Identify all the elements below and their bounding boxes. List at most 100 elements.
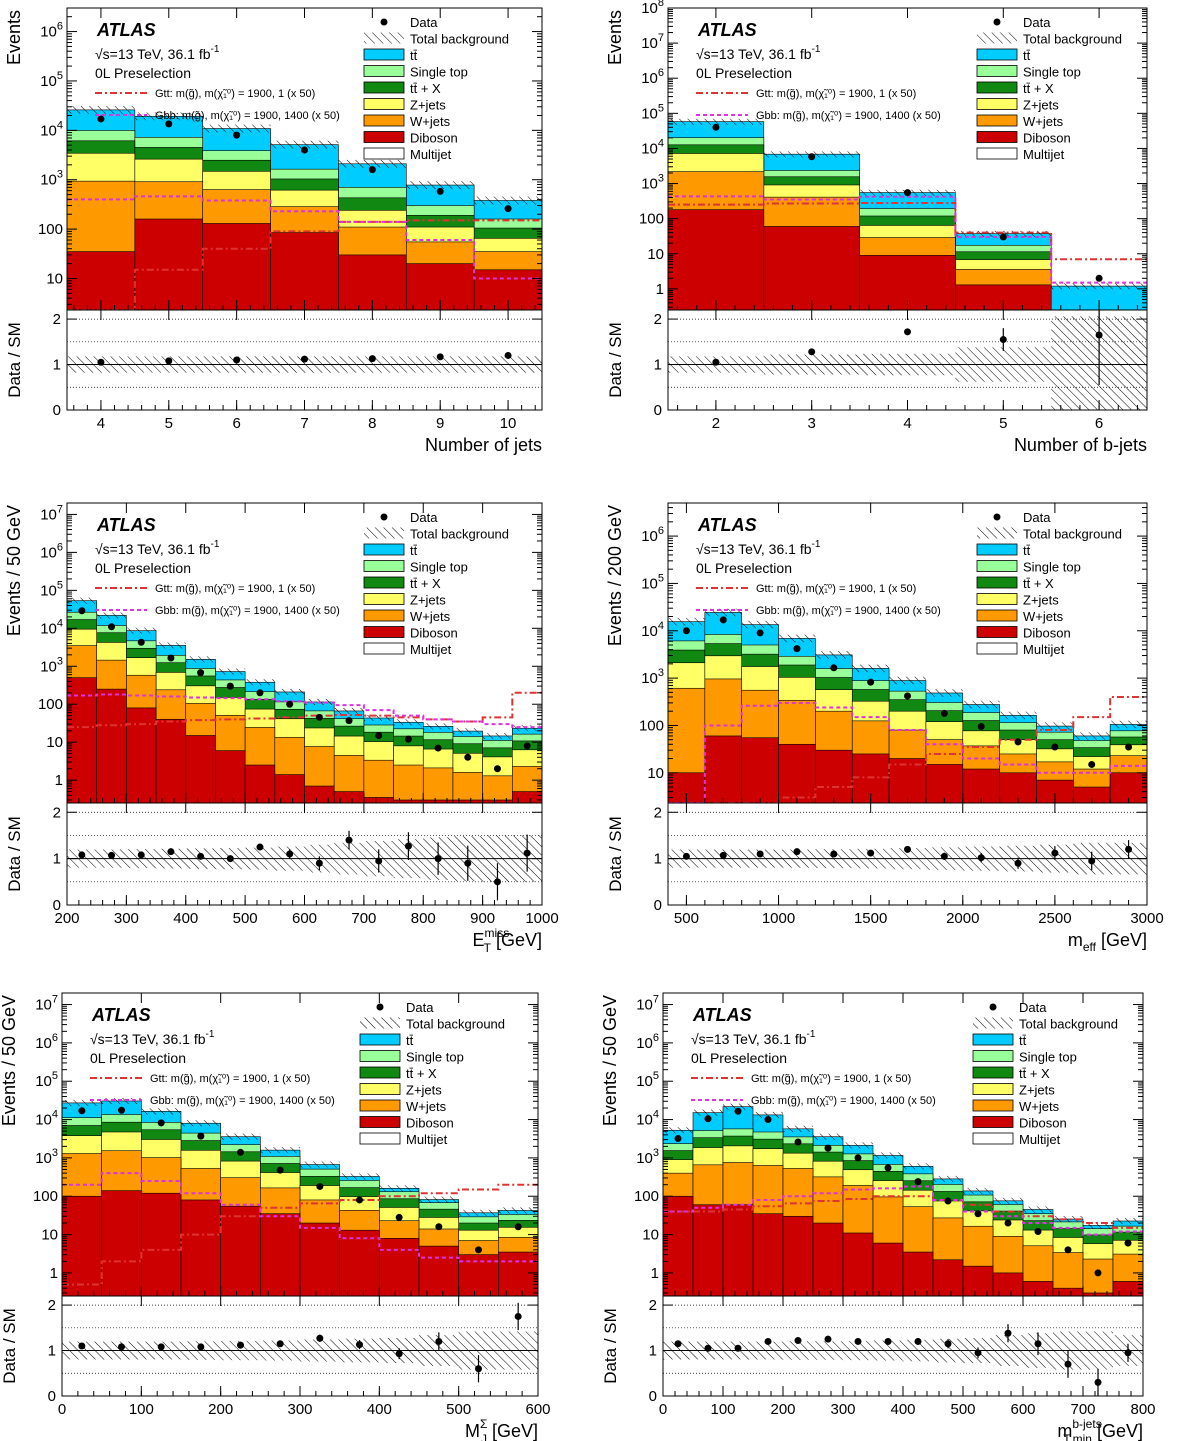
chart-panel-5: 1 10 100 103 104 105 106 107 Events / 50 GeV 0 1 2 D…: [0, 992, 551, 1441]
total-background-band: [245, 679, 275, 686]
total-background-band: [458, 1209, 499, 1216]
data-point: [793, 645, 801, 653]
legend-wjets-swatch: [976, 114, 1018, 127]
x-axis-label: Number of jets: [425, 435, 542, 455]
data-point: [345, 717, 353, 725]
y-tick-label: 10: [647, 765, 664, 782]
atlas-label: ATLAS: [697, 20, 757, 40]
x-tick-label: 300: [114, 910, 139, 927]
legend-diboson-swatch: [363, 626, 405, 638]
data-point: [830, 664, 838, 672]
ratio-point: [197, 1343, 205, 1351]
bar-diboson: [1112, 1281, 1143, 1296]
data-point: [475, 1246, 482, 1254]
x-axis-label-main: E: [473, 930, 485, 950]
total-background-band: [185, 656, 216, 663]
legend-ttbar-swatch: [363, 543, 405, 556]
bar-wjets: [393, 764, 424, 803]
x-axis-label-main: Number of jets: [425, 435, 542, 455]
data-point: [435, 1223, 443, 1231]
legend-zjets-label: Z+jets: [406, 1083, 442, 1098]
ratio-point: [1051, 849, 1059, 857]
y-tick-label: 10: [46, 270, 63, 287]
legend-ttbar-label: tt̄: [1023, 48, 1031, 63]
legend-singletop-label: Single top: [1023, 65, 1081, 80]
x-tick-label: 200: [770, 1401, 795, 1418]
legend-gbb-label: Gbb: m(g̃), m(χ̃₁⁰) = 1900, 1400 (x 50): [756, 605, 941, 617]
legend-ttX-swatch: [359, 1066, 401, 1079]
gtt-signal-line: [668, 201, 1147, 261]
total-background-band: [741, 620, 779, 629]
bar-wjets: [482, 775, 513, 803]
total-background-band: [220, 1133, 261, 1140]
data-point: [867, 678, 875, 686]
data-point: [854, 1154, 862, 1162]
ratio-point: [514, 1312, 522, 1320]
legend-ttX-label: tt̄ + X: [406, 1066, 437, 1081]
ratio-point: [1088, 857, 1096, 865]
ratio-point: [940, 852, 948, 860]
bar-diboson: [180, 1199, 221, 1296]
y-tick-label: 100: [639, 211, 664, 228]
y-tick-label: 1: [656, 281, 664, 298]
bar-diboson: [299, 1222, 340, 1296]
legend-data-marker: [993, 513, 1001, 521]
data-point: [1064, 1246, 1072, 1254]
data-point: [712, 123, 720, 131]
legend-ttbar-label: tt̄: [1019, 1033, 1027, 1048]
total-background-band: [704, 608, 742, 617]
data-point: [977, 723, 985, 731]
x-tick-label: 100: [129, 1401, 154, 1418]
y-tick-label: 104: [40, 617, 63, 637]
total-background-band: [512, 725, 542, 732]
ratio-point: [808, 348, 816, 356]
bar-diboson: [339, 1229, 380, 1296]
ratio-point: [756, 850, 764, 858]
x-tick-label: 10: [500, 415, 517, 432]
legend-ttbar-swatch: [359, 1033, 401, 1046]
ratio-y-tick-label: 0: [654, 402, 662, 419]
bar-diboson: [1052, 1287, 1084, 1296]
x-tick-label: 6: [232, 415, 240, 432]
data-point: [301, 146, 308, 154]
ratio-point: [1014, 859, 1022, 867]
y-tick-label: 1: [651, 1265, 659, 1282]
total-background-band: [96, 612, 127, 619]
data-point: [1095, 274, 1103, 282]
legend-wjets-swatch: [972, 1099, 1014, 1112]
legend-singletop-swatch: [363, 560, 405, 572]
bar-diboson: [458, 1254, 499, 1296]
bar-diboson: [1109, 772, 1147, 803]
data-point: [794, 1138, 802, 1146]
legend-gtt-label: Gtt: m(g̃), m(χ̃₁⁰) = 1900, 1 (x 50): [756, 583, 916, 595]
data-point: [1124, 1239, 1132, 1247]
y-tick-label: 105: [641, 102, 664, 122]
legend-gbb-label: Gbb: m(g̃), m(χ̃₁⁰) = 1900, 1400 (x 50): [751, 1095, 936, 1107]
data-point: [1014, 738, 1022, 746]
bar-diboson: [763, 226, 860, 310]
total-background-band: [1073, 732, 1111, 740]
x-tick-label: 300: [287, 1401, 312, 1418]
data-point: [165, 120, 173, 128]
ratio-point: [914, 1337, 922, 1345]
data-point: [884, 1164, 892, 1172]
x-axis-label-sub: J: [481, 1432, 487, 1441]
total-background-band: [181, 1120, 221, 1127]
y-tick-label: 105: [40, 70, 63, 90]
total-background-band: [423, 723, 453, 730]
legend-total-swatch: [977, 527, 1017, 539]
ratio-y-tick-label: 1: [48, 1343, 56, 1360]
total-background-band: [999, 711, 1037, 720]
data-point: [356, 1196, 363, 1204]
region-label: 0L Preselection: [90, 1050, 186, 1066]
x-tick-label: 2500: [1038, 910, 1071, 927]
ratio-point: [904, 845, 911, 853]
total-background-band: [498, 1207, 538, 1214]
bar-diboson: [202, 223, 271, 310]
data-point: [226, 682, 234, 690]
bar-diboson: [932, 1259, 964, 1296]
legend-data-marker: [380, 18, 388, 26]
x-tick-label: 300: [830, 1401, 855, 1418]
legend-wjets-label: W+jets: [406, 1099, 447, 1114]
x-tick-label: 900: [470, 910, 495, 927]
